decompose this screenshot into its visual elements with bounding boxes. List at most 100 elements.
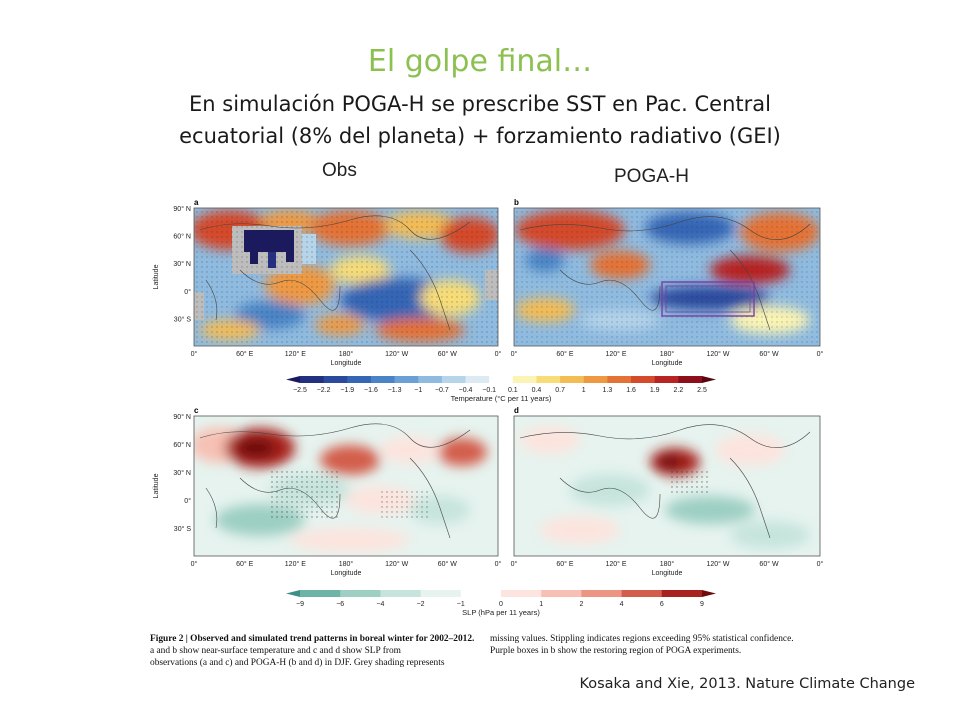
colorbar-tick-label: 9 [700,601,704,608]
colorbar-swatch [536,376,561,383]
caption-left: Figure 2 | Observed and simulated trend … [150,633,490,669]
colorbar-tick-label: −4 [376,601,384,608]
colorbar-tick-label: −2.5 [293,387,307,394]
panel-a-letter: a [194,198,199,207]
panel-b: b [513,198,821,347]
lon-tick-label: 60° E [556,560,574,568]
lat-tick-label: 60° N [173,233,191,241]
colorbar-tick-label: 2.5 [697,387,707,394]
colorbar-swatch [583,376,608,383]
colorbar-swatch [702,590,716,597]
colorbar-tick-label: −1 [457,601,465,608]
slide-subtitle: En simulación POGA-H se prescribe SST en… [60,88,900,152]
lon-tick-label: 60° E [236,350,254,358]
lat-tick-label: 0° [184,497,191,505]
lon-tick-label: 60° W [438,560,458,568]
colorbar-tick-label: −1 [414,387,422,394]
yaxis-label: Latitude [153,473,160,498]
axes-layer: 90° N 60° N 30° N 0° 30° S 0° 60° E 120° E 180° 1… [153,205,824,577]
xaxis-label: Longitude [652,360,683,367]
lon-tick-label: 60° W [759,560,779,568]
colorbar-swatch [420,590,462,597]
colorbar-tick-label: −2 [417,601,425,608]
colorbar-swatch [286,376,300,383]
colorbar-swatch [621,590,663,597]
colorbar-tick-label: 2.2 [673,387,683,394]
colorbar-swatch [654,376,679,383]
lon-tick-label: 0° [511,560,518,568]
lon-tick-label: 120° E [285,350,306,358]
xaxis-label: Longitude [652,570,683,577]
colorbar-tick-label: −1.6 [364,387,378,394]
colorbar-swatch [441,376,466,383]
colorbar-swatch [501,590,542,597]
caption-heading: Figure 2 | Observed and simulated trend … [150,634,475,644]
lon-tick-label: 120° W [385,560,408,568]
colorbar-tick-label: 1.9 [650,387,660,394]
colorbar-swatch [286,590,300,597]
lon-tick-label: 0° [495,350,502,358]
lon-tick-label: 60° E [556,350,574,358]
panel-c: c [193,406,499,557]
subtitle-line-2: ecuatorial (8% del planeta) + forzamient… [179,124,781,148]
colorbar-tick-label: −2.2 [317,387,331,394]
colorbar-swatch [300,376,325,383]
lon-tick-label: 60° E [236,560,254,568]
colorbar-swatch [418,376,443,383]
lon-tick-label: 180° [339,560,354,568]
colorbar-label: SLP (hPa per 11 years) [462,608,540,617]
lat-tick-label: 60° N [173,441,191,449]
caption-right: missing values. Stippling indicates regi… [490,633,842,657]
colorbar-tick-label: −1.3 [388,387,402,394]
lon-tick-label: 60° W [438,350,458,358]
colorbar-swatch [489,376,514,383]
colorbar-tick-label: −9 [296,601,304,608]
colorbar-swatch [702,376,716,383]
lon-tick-label: 120° W [706,350,729,358]
colorbar-swatch [512,376,537,383]
caption-right-line-1: missing values. Stippling indicates regi… [490,634,794,644]
caption-left-line-2: a and b show near-surface temperature an… [150,646,401,656]
colorbar-swatch [460,590,502,597]
lon-tick-label: 120° E [605,560,626,568]
lon-tick-label: 0° [817,350,824,358]
lon-tick-label: 0° [511,350,518,358]
yaxis-label: Latitude [153,264,160,289]
colorbar-tick-label: 0 [499,601,503,608]
lon-tick-label: 60° W [759,350,779,358]
colorbar-tick-label: 0.1 [508,387,518,394]
lon-tick-label: 180° [660,560,675,568]
colorbar-tick-label: 0.4 [532,387,542,394]
colorbar-label: Temperature (°C per 11 years) [451,394,552,403]
colorbar-swatch [607,376,632,383]
subtitle-line-1: En simulación POGA-H se prescribe SST en… [189,92,771,116]
colorbar-tick-label: 1 [539,601,543,608]
temperature-colorbar: −2.5 −2.2 −1.9 −1.6 −1.3 −1 −0.7 −0.4 −0.1 0.1 0.4… [286,376,716,403]
lon-tick-label: 120° W [706,560,729,568]
lat-tick-label: 30° N [173,469,191,477]
colorbar-swatch [380,590,421,597]
colorbar-swatch [678,376,703,383]
panel-d-letter: d [514,406,519,415]
colorbar-tick-label: −0.1 [482,387,496,394]
colorbar-swatch [631,376,656,383]
figure-svg: a [153,198,824,617]
lon-tick-label: 180° [660,350,675,358]
lon-tick-label: 120° E [605,350,626,358]
panel-c-letter: c [194,406,199,415]
lon-tick-label: 0° [817,560,824,568]
lon-tick-label: 180° [339,350,354,358]
colorbar-swatch [370,376,395,383]
slide-title: El golpe final… [367,44,593,79]
colorbar-tick-label: 6 [660,601,664,608]
slp-colorbar: −9 −6 −4 −2 −1 0 1 2 4 6 9 SLP (hPa per 11 years) [286,590,716,617]
panel-b-letter: b [514,198,519,207]
figure-image: a [150,190,846,675]
lat-tick-label: 30° N [173,260,191,268]
citation: Kosaka and Xie, 2013. Nature Climate Cha… [579,676,915,692]
colorbar-tick-label: 4 [620,601,624,608]
lon-tick-label: 120° W [385,350,408,358]
colorbar-tick-label: 2 [579,601,583,608]
lon-tick-label: 0° [191,350,198,358]
lat-tick-label: 30° S [174,525,192,533]
